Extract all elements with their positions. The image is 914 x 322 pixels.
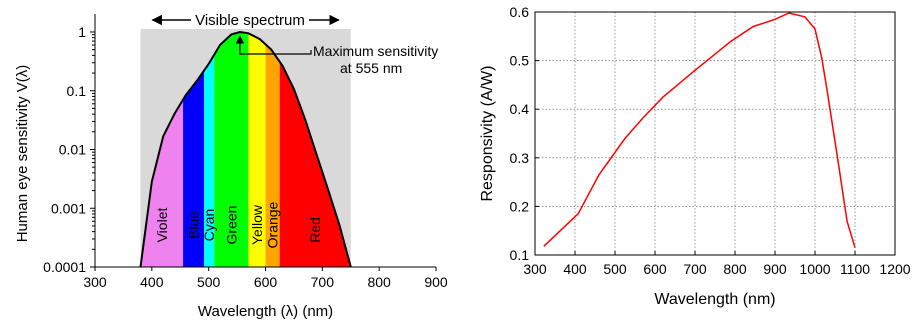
x-tick-label: 300 bbox=[83, 274, 107, 290]
y-tick-label: 0.1 bbox=[510, 247, 530, 263]
x-tick-label: 1000 bbox=[799, 261, 830, 277]
band-cyan bbox=[204, 32, 215, 267]
x-tick-label: 900 bbox=[424, 274, 448, 290]
x-tick-label: 300 bbox=[523, 261, 547, 277]
visible-spectrum-label: Visible spectrum bbox=[195, 12, 305, 29]
y-tick-label: 0.0001 bbox=[43, 259, 86, 275]
x-tick-label: 900 bbox=[763, 261, 787, 277]
annotation-text-line2: at 555 nm bbox=[340, 60, 402, 76]
y-axis-label: Responsivity (A/W) bbox=[479, 65, 496, 201]
annotation-text-line1: Maximum sensitivity bbox=[313, 43, 438, 59]
band-label-blue: Blue bbox=[186, 211, 202, 239]
x-tick-label: 400 bbox=[563, 261, 587, 277]
y-tick-label: 0.1 bbox=[67, 83, 87, 99]
x-axis-label: Wavelength (nm) bbox=[654, 291, 775, 308]
x-tick-label: 400 bbox=[140, 274, 164, 290]
band-green bbox=[214, 32, 249, 267]
x-tick-label: 500 bbox=[197, 274, 221, 290]
band-label-red: Red bbox=[307, 217, 323, 243]
x-tick-label: 800 bbox=[723, 261, 747, 277]
y-tick-label: 0.5 bbox=[510, 53, 530, 69]
band-yellow bbox=[248, 32, 266, 267]
y-tick-label: 0.2 bbox=[510, 198, 530, 214]
y-axis-label: Human eye sensitivity V(λ) bbox=[14, 65, 31, 243]
band-label-orange: Orange bbox=[265, 201, 281, 248]
y-tick-label: 1 bbox=[78, 24, 86, 40]
y-tick-label: 0.001 bbox=[51, 200, 86, 216]
band-label-yellow: Yellow bbox=[249, 204, 265, 245]
band-label-green: Green bbox=[223, 206, 239, 245]
x-tick-label: 600 bbox=[254, 274, 278, 290]
sensitivity-curve bbox=[139, 30, 352, 268]
band-label-cyan: Cyan bbox=[201, 209, 217, 242]
y-tick-label: 0.4 bbox=[510, 101, 530, 117]
responsivity-chart: 300 400 500 600 700 800 900 1000 1100 1200 0.1 0.2 0… bbox=[479, 4, 911, 308]
y-tick-label: 0.6 bbox=[510, 4, 530, 20]
x-tick-label: 500 bbox=[603, 261, 627, 277]
x-tick-label: 600 bbox=[643, 261, 667, 277]
y-tick-label: 0.3 bbox=[510, 150, 530, 166]
band-orange bbox=[265, 32, 280, 267]
responsivity-line bbox=[543, 12, 856, 248]
x-tick-label: 1200 bbox=[879, 261, 910, 277]
plot-frame bbox=[534, 11, 896, 256]
x-tick-label: 800 bbox=[367, 274, 391, 290]
x-tick-label: 700 bbox=[683, 261, 707, 277]
eye-sensitivity-chart: Violet Blue Cyan Green Yellow Orange Red 300 400… bbox=[14, 12, 448, 320]
x-tick-label: 700 bbox=[311, 274, 335, 290]
band-label-violet: Violet bbox=[154, 208, 170, 243]
y-tick-label: 0.01 bbox=[59, 142, 86, 158]
x-axis-label: Wavelength (λ) (nm) bbox=[198, 303, 333, 320]
x-tick-label: 1100 bbox=[840, 261, 870, 277]
